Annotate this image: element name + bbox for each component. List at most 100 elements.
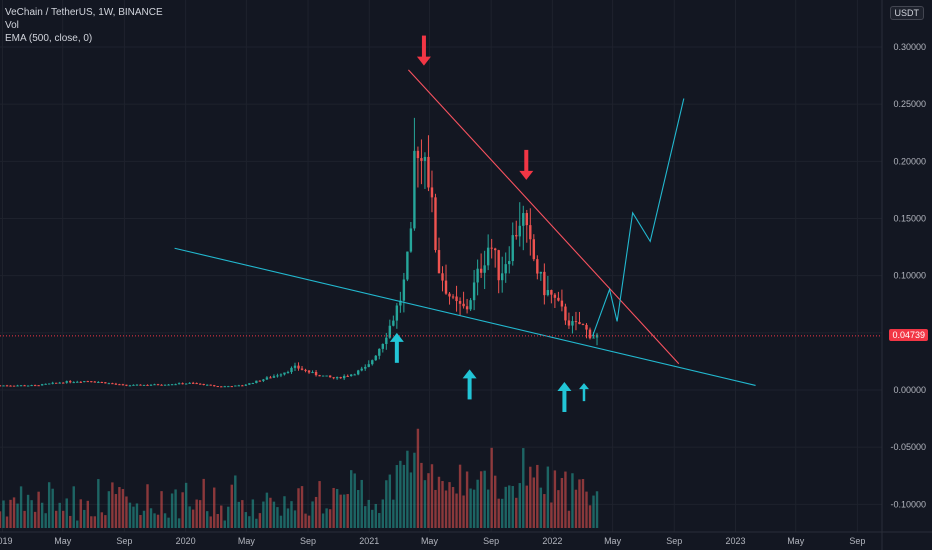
- candle-body: [283, 372, 286, 375]
- volume-bar: [357, 490, 360, 528]
- up-arrow-head: [557, 381, 572, 391]
- candle-body: [125, 384, 128, 386]
- volume-bar: [290, 501, 293, 528]
- candle-body: [325, 375, 328, 377]
- candle-body: [195, 383, 198, 385]
- currency-button[interactable]: USDT: [889, 6, 924, 20]
- volume-bar: [16, 503, 19, 528]
- volume-bar: [251, 499, 255, 528]
- candle-body: [163, 384, 167, 386]
- volume-bar: [76, 520, 79, 528]
- candle-body: [0, 385, 2, 387]
- volume-bar: [420, 462, 423, 528]
- descending-resistance-line: [407, 69, 680, 365]
- candle-body: [392, 320, 395, 326]
- volume-bar: [318, 481, 321, 528]
- candle-body: [300, 368, 304, 370]
- candle-body: [251, 383, 255, 385]
- candle-body: [585, 324, 588, 330]
- candle-body: [293, 365, 297, 368]
- candle-body: [104, 382, 107, 384]
- candle-body: [269, 377, 272, 379]
- candle-body: [30, 385, 33, 387]
- candle-body: [536, 259, 539, 274]
- volume-bar: [262, 501, 265, 528]
- volume-bar: [230, 484, 233, 528]
- candle-body: [93, 381, 97, 383]
- volume-indicator-label[interactable]: Vol: [5, 20, 19, 31]
- candle-body: [420, 158, 423, 161]
- candles: [0, 117, 599, 388]
- volume-bar: [121, 489, 125, 528]
- volume-bar: [448, 482, 451, 528]
- time-tick-label: May: [238, 536, 256, 546]
- candle-body: [402, 279, 406, 301]
- candle-body: [139, 384, 142, 386]
- up-arrow-head: [578, 383, 589, 390]
- volume-bar: [511, 486, 514, 528]
- volume-bar: [346, 494, 349, 528]
- candle-body: [332, 377, 335, 379]
- volume-bar: [223, 520, 226, 528]
- candle-body: [181, 383, 184, 385]
- chart-legend: VeChain / TetherUS, 1W, BINANCE Vol EMA …: [5, 6, 163, 45]
- candle-body: [97, 382, 100, 384]
- candle-body: [395, 305, 399, 321]
- candle-body: [286, 372, 290, 374]
- candle-body: [462, 303, 465, 307]
- volume-bar: [58, 502, 61, 528]
- volume-bar: [111, 482, 114, 528]
- candle-body: [441, 273, 444, 281]
- support-trend-line: [174, 247, 756, 386]
- up-arrow: [578, 383, 589, 402]
- volume-bar: [451, 487, 455, 528]
- candle-body: [430, 187, 434, 198]
- volume-bar: [374, 503, 377, 528]
- volume-bar: [567, 510, 571, 528]
- candle-body: [560, 300, 564, 307]
- candle-body: [588, 329, 592, 339]
- candle-body: [346, 375, 349, 377]
- down-arrow: [416, 35, 431, 66]
- symbol-title[interactable]: VeChain / TetherUS, 1W, BINANCE: [5, 7, 163, 18]
- candle-body: [191, 382, 195, 384]
- volume-bar: [409, 472, 413, 528]
- candle-body: [51, 382, 54, 384]
- volume-bar: [191, 509, 195, 528]
- price-tick-label: -0.05000: [890, 442, 926, 452]
- volume-bar: [311, 501, 314, 528]
- candle-body: [486, 247, 490, 266]
- volume-bar: [560, 478, 564, 528]
- volume-bar: [371, 509, 374, 528]
- candle-body: [9, 385, 12, 387]
- candle-body: [472, 282, 476, 301]
- volume-bar: [550, 502, 553, 528]
- volume-bar: [490, 447, 493, 528]
- candle-body: [118, 384, 121, 386]
- volume-bar: [33, 511, 37, 528]
- volume-bar: [79, 499, 82, 528]
- ema-indicator-label[interactable]: EMA (500, close, 0): [5, 33, 93, 44]
- volume-bar: [444, 490, 448, 528]
- volume-bar: [430, 464, 434, 528]
- candle-body: [16, 385, 19, 387]
- candle-body: [206, 384, 209, 386]
- candle-body: [90, 381, 93, 383]
- price-tick-label: 0.10000: [893, 271, 926, 281]
- price-tick-label: 0.00000: [893, 385, 926, 395]
- price-tick-label: 0.25000: [893, 99, 926, 109]
- volume-bar: [174, 489, 177, 528]
- candle-body: [522, 213, 525, 226]
- volume-bar: [360, 479, 363, 528]
- volume-bar: [307, 515, 311, 528]
- candle-body: [76, 381, 79, 383]
- volume-bar: [149, 508, 153, 528]
- candle-body: [167, 384, 170, 386]
- volume-bar: [469, 488, 472, 528]
- candle-body: [318, 375, 321, 377]
- volume-bar: [546, 466, 550, 528]
- time-tick-label: May: [54, 536, 72, 546]
- candle-body: [276, 375, 279, 377]
